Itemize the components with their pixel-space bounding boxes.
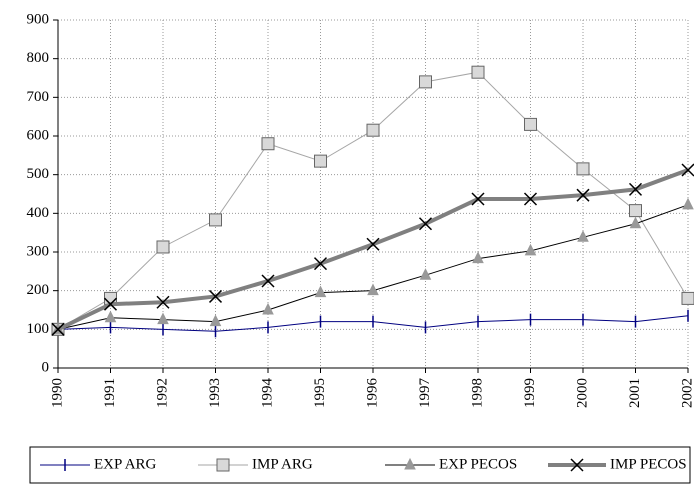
- marker: [577, 230, 589, 242]
- marker: [216, 458, 230, 472]
- marker: [313, 257, 328, 271]
- legend-label: EXP PECOS: [439, 456, 517, 472]
- y-tick-label: 100: [27, 321, 50, 337]
- marker: [471, 192, 485, 206]
- marker: [628, 182, 643, 196]
- marker: [419, 75, 432, 89]
- x-tick-label: 1994: [259, 378, 275, 409]
- y-tick-label: 400: [27, 205, 50, 221]
- series-line: [57, 204, 689, 330]
- marker: [156, 240, 170, 254]
- x-tick-label: 1996: [364, 378, 380, 409]
- marker: [404, 457, 416, 470]
- x-tick-label: 2001: [627, 378, 643, 408]
- marker: [523, 192, 538, 206]
- marker: [576, 188, 590, 202]
- marker: [629, 216, 642, 229]
- x-tick-label: 1997: [417, 378, 433, 409]
- y-tick-label: 900: [27, 11, 50, 27]
- marker: [104, 310, 117, 323]
- marker: [51, 322, 65, 336]
- marker: [367, 283, 379, 296]
- y-tick-label: 800: [27, 50, 50, 66]
- legend-label: EXP ARG: [94, 456, 157, 472]
- marker: [682, 197, 694, 210]
- marker: [681, 163, 694, 177]
- marker: [366, 237, 380, 251]
- marker: [419, 268, 432, 280]
- x-tick-label: 1995: [312, 378, 328, 408]
- marker: [103, 297, 118, 311]
- marker: [262, 302, 274, 315]
- y-tick-label: 300: [27, 243, 50, 259]
- marker: [209, 213, 222, 227]
- marker: [418, 217, 433, 231]
- marker: [471, 65, 485, 79]
- marker: [314, 154, 327, 168]
- legend-box: [29, 446, 691, 484]
- x-tick-label: 1993: [207, 378, 223, 408]
- x-tick-label: 2000: [574, 378, 590, 408]
- x-tick-label: 1998: [469, 378, 485, 408]
- x-tick-label: 1991: [102, 378, 118, 408]
- marker: [472, 251, 484, 264]
- y-tick-label: 500: [27, 166, 50, 182]
- marker: [261, 137, 275, 151]
- marker: [156, 295, 170, 309]
- legend-label: IMP PECOS: [610, 456, 687, 472]
- x-tick-label: 1990: [49, 378, 65, 408]
- marker: [629, 204, 642, 218]
- marker: [314, 285, 327, 298]
- marker: [681, 291, 694, 305]
- x-tick-label: 1999: [522, 378, 538, 408]
- marker: [570, 458, 584, 472]
- legend-label: IMP ARG: [252, 456, 313, 472]
- marker: [261, 274, 275, 288]
- marker: [524, 243, 537, 256]
- y-tick-label: 700: [27, 89, 50, 105]
- marker: [208, 289, 223, 303]
- y-tick-label: 200: [27, 282, 50, 298]
- y-tick-label: 600: [27, 127, 50, 143]
- x-tick-label: 1992: [154, 378, 170, 408]
- marker: [366, 123, 380, 137]
- marker: [524, 117, 537, 131]
- x-tick-label: 2002: [679, 378, 694, 408]
- y-tick-label: 0: [42, 359, 50, 375]
- marker: [209, 314, 222, 327]
- marker: [576, 162, 590, 176]
- marker: [157, 312, 169, 325]
